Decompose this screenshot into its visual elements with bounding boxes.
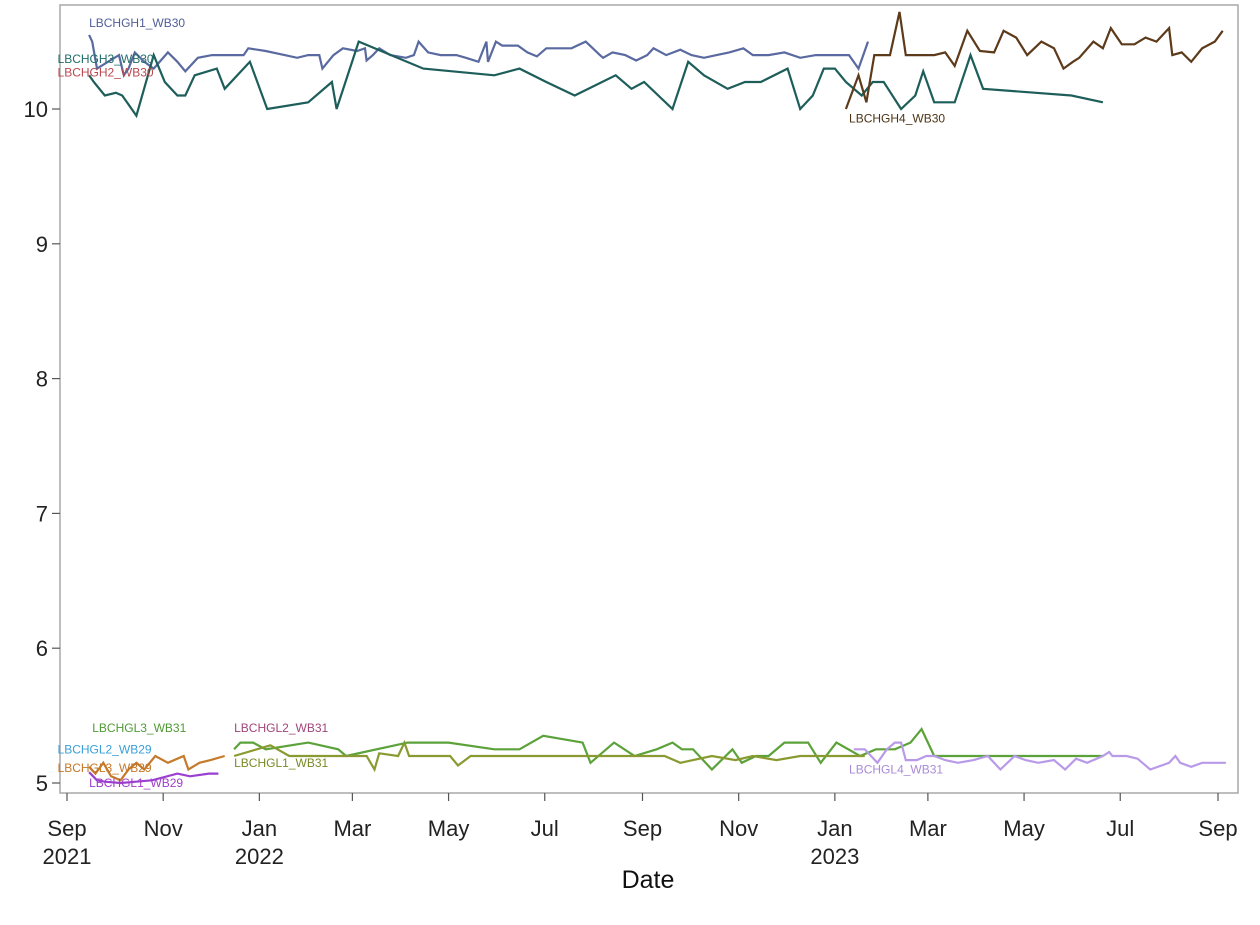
- x-tick-label: Jan: [817, 816, 852, 841]
- x-axis: Sep 2021 Nov Jan 2022 Mar May Jul Sep Nov Jan 2023 M…: [43, 793, 1238, 869]
- series-label-lbchgh1-wb30: LBCHGH1_WB30: [89, 16, 185, 30]
- series-label-lbchgl1-wb29: LBCHGL1_WB29: [89, 776, 183, 790]
- series-label-lbchgh4-wb30: LBCHGH4_WB30: [849, 111, 945, 125]
- series-label-lbchgh2-wb30: LBCHGH2_WB30: [58, 66, 154, 80]
- series-label-lbchgl1-wb31: LBCHGL1_WB31: [234, 756, 328, 770]
- y-tick-label: 6: [36, 636, 48, 661]
- y-tick-label: 10: [24, 97, 48, 122]
- series-line-lbchgh1-wb30: [88, 34, 870, 78]
- x-axis-title: Date: [622, 866, 675, 894]
- series-line-lbchgh4-wb30: [844, 11, 1224, 110]
- x-tick-year-label: 2021: [43, 844, 92, 869]
- x-tick-label: May: [428, 816, 470, 841]
- x-tick-label: Sep: [1198, 816, 1237, 841]
- x-tick-year-label: 2023: [810, 844, 859, 869]
- series-layer: [88, 11, 1226, 785]
- y-tick-label: 9: [36, 232, 48, 257]
- x-tick-label: Mar: [909, 816, 947, 841]
- plot-frame: [59, 4, 1239, 794]
- series-line-lbchgl3-wb31: [233, 727, 1103, 772]
- series-label-lbchgl3-wb29: LBCHGL3_WB29: [58, 761, 152, 775]
- series-label-lbchgl2-wb29: LBCHGL2_WB29: [58, 742, 152, 756]
- x-tick-label: Nov: [144, 816, 183, 841]
- x-tick-label: Sep: [623, 816, 662, 841]
- x-tick-label: Jan: [242, 816, 277, 841]
- x-tick-label: Sep: [47, 816, 86, 841]
- series-line-lbchgl1-wb31: [233, 739, 865, 773]
- series-line-lbchgh3-wb30: [88, 40, 1104, 119]
- y-tick-label: 8: [36, 367, 48, 392]
- y-tick-label: 7: [36, 501, 48, 526]
- x-tick-label: Jul: [531, 816, 559, 841]
- series-label-lbchgl2-wb31: LBCHGL2_WB31: [234, 721, 328, 735]
- series-line-lbchgl3-wb29: [88, 754, 226, 782]
- x-tick-year-label: 2022: [235, 844, 284, 869]
- y-axis: 5 6 7 8 9 10: [24, 97, 60, 796]
- y-tick-label: 5: [36, 771, 48, 796]
- x-tick-label: May: [1003, 816, 1045, 841]
- series-line-lbchgl1-wb29: [88, 771, 219, 785]
- series-label-lbchgl4-wb31: LBCHGL4_WB31: [849, 763, 943, 777]
- x-tick-label: Mar: [333, 816, 371, 841]
- series-label-lbchgl3-wb31: LBCHGL3_WB31: [92, 721, 186, 735]
- series-line-lbchgl4-wb31: [853, 741, 1226, 772]
- series-label-lbchgh3-wb30: LBCHGH3_WB30: [58, 52, 154, 66]
- x-tick-label: Nov: [719, 816, 758, 841]
- x-tick-label: Jul: [1106, 816, 1134, 841]
